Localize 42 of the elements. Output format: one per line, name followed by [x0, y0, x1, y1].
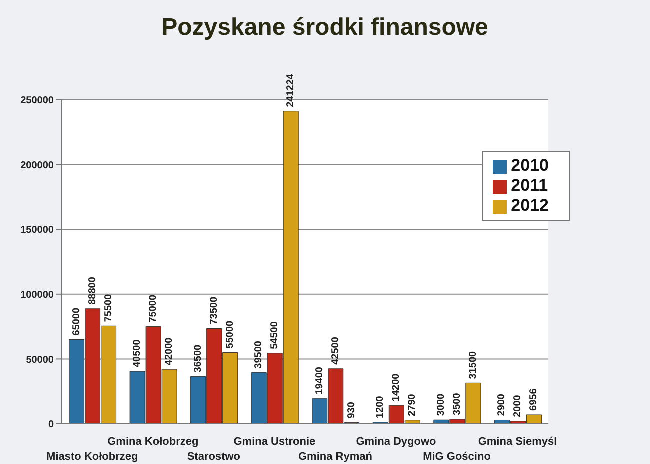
y-tick-label: 150000 — [20, 225, 54, 236]
x-tick-label: MiG Gościno — [423, 451, 492, 463]
data-label: 2900 — [496, 394, 508, 416]
data-label: 241224 — [286, 74, 297, 108]
data-label: 54500 — [270, 321, 281, 350]
data-label: 73500 — [208, 296, 220, 325]
data-label: 19400 — [314, 366, 326, 395]
x-tick-label: Gmina Ustronie — [234, 436, 316, 448]
x-tick-label: Gmina Rymań — [298, 451, 373, 463]
data-label: 40500 — [132, 339, 144, 368]
data-label: 3500 — [452, 392, 463, 416]
data-label: 88800 — [87, 276, 98, 305]
data-label: 39500 — [254, 340, 265, 369]
legend-label: 2011 — [511, 176, 548, 195]
legend-label: 2012 — [511, 196, 549, 215]
data-label: 75000 — [148, 294, 160, 323]
data-label: 75500 — [103, 294, 114, 322]
data-label: 2790 — [407, 394, 418, 416]
data-label: 55000 — [224, 320, 236, 349]
data-label: 6956 — [528, 388, 540, 411]
data-label: 14200 — [391, 373, 402, 402]
data-label: 42500 — [330, 336, 342, 365]
data-label: 42000 — [164, 337, 176, 366]
x-tick-label: Gmina Siemyśl — [478, 436, 558, 448]
y-tick-label: 250000 — [20, 96, 54, 107]
x-tick-label: Starostwo — [187, 451, 241, 463]
data-label: 1200 — [375, 396, 386, 418]
data-label: 31500 — [468, 350, 479, 380]
x-tick-label: Gmina Kołobrzeg — [108, 436, 199, 448]
data-label: 36500 — [192, 344, 204, 373]
x-tick-label: Miasto Kołobrzeg — [46, 451, 138, 463]
legend-label: 2010 — [511, 156, 549, 175]
y-tick-label: 50000 — [26, 354, 54, 366]
y-tick-label: 200000 — [20, 160, 54, 172]
data-label: 930 — [346, 402, 358, 419]
y-tick-label: 0 — [48, 420, 54, 431]
data-label: 65000 — [71, 308, 82, 336]
x-tick-label: Gmina Dygowo — [356, 436, 437, 448]
data-label: 3000 — [436, 393, 447, 416]
chart-title: Pozyskane środki finansowe — [160, 13, 490, 43]
data-label: 2000 — [512, 394, 524, 418]
y-tick-label: 100000 — [20, 290, 54, 301]
